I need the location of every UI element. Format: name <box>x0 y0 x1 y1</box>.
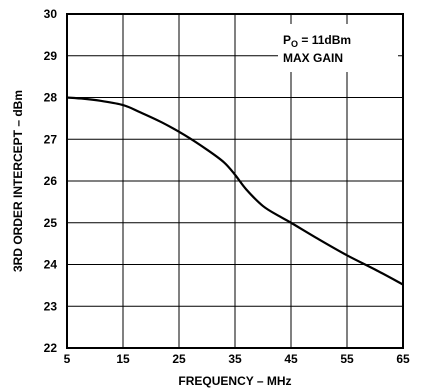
x-tick-label: 35 <box>228 352 242 366</box>
plot-frame <box>66 13 404 349</box>
annotation: PO = 11dBm MAX GAIN <box>283 33 351 65</box>
y-tick-labels: 22 23 24 25 26 27 28 29 30 <box>44 7 58 355</box>
annotation-line-1: PO = 11dBm <box>283 33 351 49</box>
y-tick-label: 29 <box>44 49 58 63</box>
y-tick-label: 25 <box>44 216 58 230</box>
y-tick-label: 22 <box>44 341 58 355</box>
y-tick-label: 30 <box>44 7 58 21</box>
x-tick-label: 25 <box>172 352 186 366</box>
x-tick-label: 65 <box>396 352 410 366</box>
y-tick-label: 28 <box>44 91 58 105</box>
y-tick-label: 27 <box>44 132 58 146</box>
annotation-subscript: O <box>291 39 298 49</box>
curve-layer <box>66 96 404 286</box>
y-tick-label: 23 <box>44 299 58 313</box>
annotation-background <box>278 24 398 72</box>
annotation-line-2: MAX GAIN <box>283 51 343 65</box>
x-tick-label: 15 <box>116 352 130 366</box>
y-axis-label: 3RD ORDER INTERCEPT – dBm <box>11 90 25 272</box>
x-tick-label: 55 <box>340 352 354 366</box>
x-tick-label: 45 <box>284 352 298 366</box>
y-tick-label: 24 <box>44 258 58 272</box>
x-tick-label: 5 <box>64 352 71 366</box>
y-tick-label: 26 <box>44 174 58 188</box>
x-tick-labels: 5 15 25 35 45 55 65 <box>64 352 410 366</box>
annotation-value: = 11dBm <box>298 33 351 47</box>
x-axis-label: FREQUENCY – MHz <box>178 374 291 388</box>
annotation-p: P <box>283 33 291 47</box>
series-line <box>66 96 404 286</box>
